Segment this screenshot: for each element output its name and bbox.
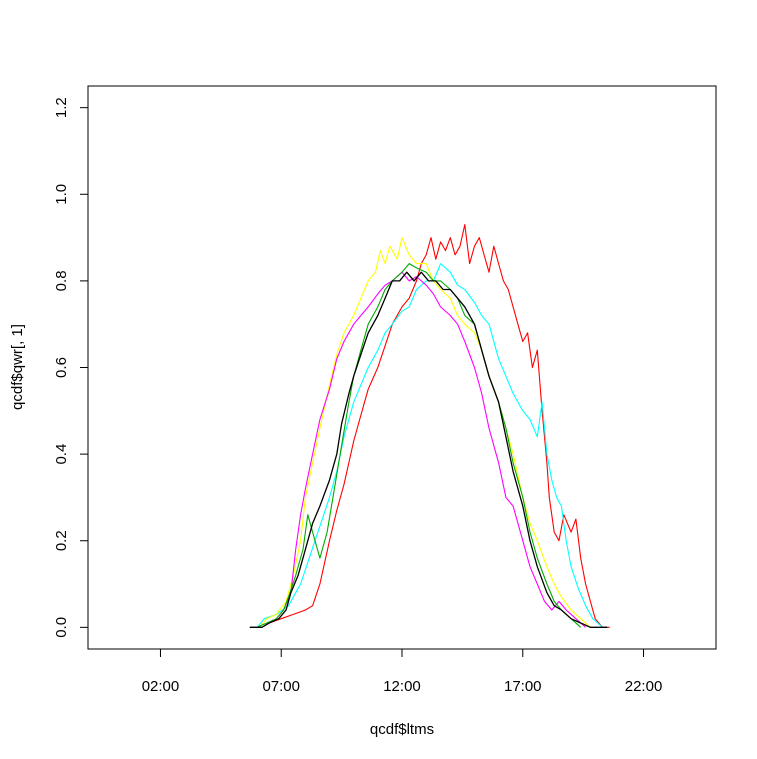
x-tick-label: 07:00 (262, 678, 300, 695)
y-tick-label: 1.0 (53, 184, 70, 205)
series-line-1 (249, 224, 610, 628)
x-tick-label: 17:00 (504, 678, 542, 695)
x-tick-label: 12:00 (383, 678, 421, 695)
x-tick-label: 22:00 (625, 678, 663, 695)
x-tick-label: 02:00 (142, 678, 180, 695)
series-line-3 (259, 237, 591, 628)
series-line-6 (249, 271, 608, 628)
y-tick-label: 0.8 (53, 270, 70, 291)
y-tick-label: 0.2 (53, 530, 70, 551)
y-tick-label: 1.2 (53, 97, 70, 118)
y-axis: 0.0 0.2 0.4 0.6 0.8 1.0 1.2 (53, 97, 89, 638)
y-tick-label: 0.4 (53, 444, 70, 465)
x-axis: 02:00 07:00 12:00 17:00 22:00 (142, 648, 663, 695)
plot-frame (87, 85, 717, 650)
x-axis-label: qcdf$ltms (370, 721, 434, 738)
series-line-5 (256, 263, 582, 628)
y-axis-label: qcdf$qwr[, 1] (9, 324, 26, 410)
y-tick-label: 0.6 (53, 357, 70, 378)
series-line-2 (256, 263, 603, 628)
series-layer (249, 224, 610, 628)
y-tick-label: 0.0 (53, 617, 70, 638)
series-line-4 (261, 271, 586, 628)
